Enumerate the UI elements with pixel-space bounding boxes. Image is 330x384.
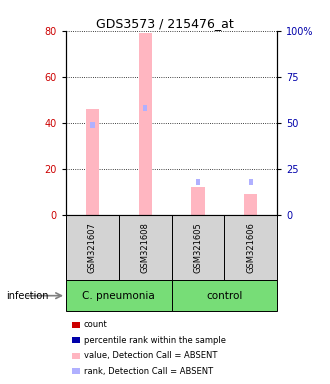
Bar	[86, 109, 99, 215]
Bar	[249, 179, 253, 185]
Text: GSM321607: GSM321607	[88, 222, 97, 273]
Text: C. pneumonia: C. pneumonia	[82, 291, 155, 301]
Text: GDS3573 / 215476_at: GDS3573 / 215476_at	[96, 17, 234, 30]
Bar	[72, 337, 80, 343]
Text: value, Detection Call = ABSENT: value, Detection Call = ABSENT	[84, 351, 217, 360]
Text: GSM321606: GSM321606	[246, 222, 255, 273]
Bar	[143, 105, 147, 111]
Bar	[172, 280, 277, 311]
Bar	[90, 122, 94, 127]
Bar	[191, 187, 205, 215]
Text: infection: infection	[7, 291, 49, 301]
Text: percentile rank within the sample: percentile rank within the sample	[84, 336, 226, 345]
Bar	[72, 322, 80, 328]
Text: control: control	[206, 291, 243, 301]
Bar	[196, 179, 200, 185]
Bar	[119, 215, 172, 280]
Text: count: count	[84, 320, 108, 329]
Bar	[224, 215, 277, 280]
Bar	[172, 215, 224, 280]
Text: rank, Detection Call = ABSENT: rank, Detection Call = ABSENT	[84, 367, 213, 376]
Bar	[66, 280, 172, 311]
Bar	[244, 194, 257, 215]
Bar	[72, 369, 80, 374]
Bar	[72, 353, 80, 359]
Bar	[139, 33, 152, 215]
Text: GSM321608: GSM321608	[141, 222, 150, 273]
Text: GSM321605: GSM321605	[193, 222, 203, 273]
Bar	[66, 215, 119, 280]
